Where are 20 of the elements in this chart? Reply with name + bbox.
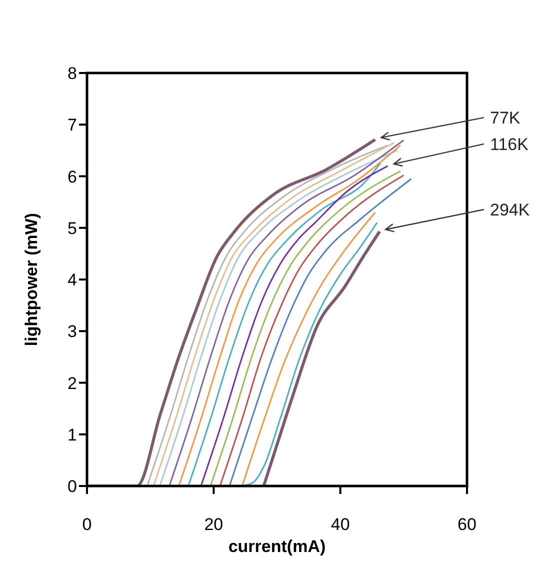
annotation: 116K <box>490 134 530 154</box>
y-tick-label: 1 <box>68 425 77 444</box>
x-tick-label: 0 <box>82 515 92 534</box>
y-axis-title: lightpower (mW) <box>22 212 42 346</box>
y-tick-label: 7 <box>68 116 77 135</box>
y-tick-label: 3 <box>68 322 77 342</box>
line-series <box>262 230 382 486</box>
x-axis-title: current(mA) <box>228 537 326 556</box>
annotation: 294K <box>490 200 530 220</box>
x-tick-label: 60 <box>458 515 476 534</box>
x-tick-label: 20 <box>204 515 224 534</box>
x-tick-label: 40 <box>330 515 350 534</box>
annotation: 77K <box>490 108 521 128</box>
y-tick-label: 8 <box>68 64 77 84</box>
y-tick-label: 4 <box>68 270 77 290</box>
y-tick-label: 6 <box>68 167 77 186</box>
y-tick-label: 2 <box>68 374 77 393</box>
y-tick-label: 0 <box>68 477 77 496</box>
y-tick-label: 5 <box>68 218 77 238</box>
line-series <box>87 138 377 486</box>
